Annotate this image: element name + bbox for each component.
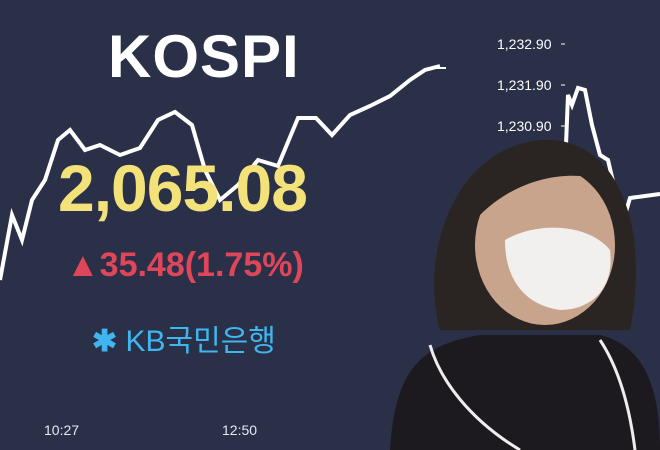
index-title: KOSPI [108,23,300,90]
change-value: 35.48(1.75%) [99,246,304,284]
bank-logo-text: KB국민은행 [125,325,276,358]
y-tick-label: 1,232.90 [497,36,552,52]
y-tick-label: 1,231.90 [497,77,552,93]
index-value: 2,065.08 [58,151,308,225]
person-wearing-mask [390,139,660,450]
kb-star-icon: ✱ [92,325,118,358]
kospi-intraday-line [0,64,441,281]
y-tick-label: 1,230.90 [497,118,552,134]
bank-logo: ✱ KB국민은행 [92,316,276,360]
triangle-up-icon: ▲ [66,246,100,284]
time-label: 12:50 [222,422,258,438]
index-change: ▲35.48(1.75%) [66,246,304,285]
secondary-line [564,85,660,222]
time-label: 10:27 [44,422,80,438]
tick-marks [561,43,565,127]
